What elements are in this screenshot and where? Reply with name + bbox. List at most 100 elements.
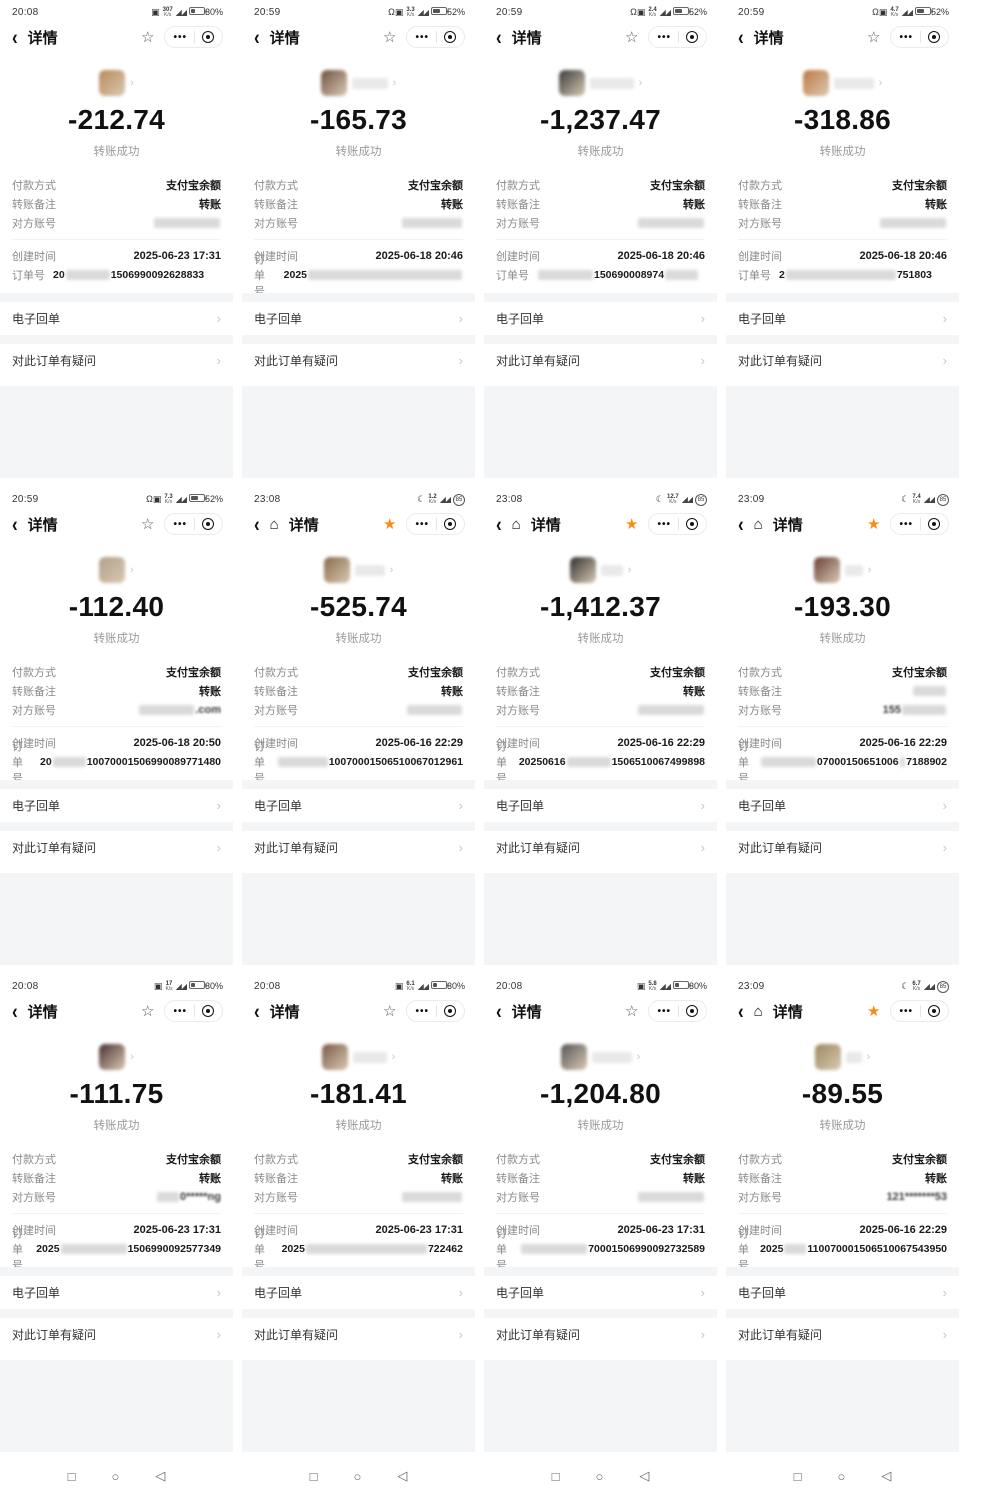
order-question-row[interactable]: 对此订单有疑问 › [0, 1318, 233, 1351]
payee-row[interactable]: › [242, 70, 475, 96]
favorite-star-icon[interactable]: ★ [383, 516, 397, 533]
home-icon[interactable]: ⌂ [753, 1002, 763, 1020]
favorite-star-icon[interactable]: ☆ [383, 29, 397, 46]
payee-row[interactable]: › [0, 557, 233, 583]
payee-row[interactable]: › [726, 1044, 959, 1070]
close-target-icon[interactable] [444, 31, 456, 43]
back-icon[interactable]: ‹ [12, 999, 18, 1023]
back-icon[interactable]: ‹ [254, 25, 260, 49]
e-receipt-row[interactable]: 电子回单 › [726, 1276, 959, 1309]
back-icon[interactable]: ‹ [254, 999, 260, 1023]
payee-row[interactable]: › [0, 1044, 233, 1070]
e-receipt-row[interactable]: 电子回单 › [726, 789, 959, 822]
back-button[interactable]: ◁ [639, 1468, 650, 1483]
favorite-star-icon[interactable]: ★ [867, 1003, 881, 1020]
favorite-star-icon[interactable]: ☆ [625, 1003, 639, 1020]
e-receipt-row[interactable]: 电子回单 › [242, 1276, 475, 1309]
recents-button[interactable]: □ [67, 1468, 76, 1484]
payee-row[interactable]: › [484, 1044, 717, 1070]
e-receipt-row[interactable]: 电子回单 › [0, 302, 233, 335]
home-icon[interactable]: ⌂ [269, 515, 279, 533]
back-button[interactable]: ◁ [397, 1468, 408, 1483]
more-menu-icon[interactable]: ••• [657, 31, 671, 43]
more-menu-icon[interactable]: ••• [415, 518, 429, 530]
home-button[interactable]: ○ [111, 1468, 120, 1484]
back-icon[interactable]: ‹ [496, 25, 502, 49]
back-icon[interactable]: ‹ [496, 999, 502, 1023]
back-icon[interactable]: ‹ [738, 999, 744, 1023]
more-menu-icon[interactable]: ••• [173, 518, 187, 530]
order-question-row[interactable]: 对此订单有疑问 › [484, 831, 717, 864]
favorite-star-icon[interactable]: ☆ [141, 1003, 155, 1020]
close-target-icon[interactable] [686, 1005, 698, 1017]
close-target-icon[interactable] [444, 1005, 456, 1017]
e-receipt-row[interactable]: 电子回单 › [484, 302, 717, 335]
home-button[interactable]: ○ [595, 1468, 604, 1484]
payee-row[interactable]: › [0, 70, 233, 96]
recents-button[interactable]: □ [309, 1468, 318, 1484]
order-question-row[interactable]: 对此订单有疑问 › [0, 344, 233, 377]
favorite-star-icon[interactable]: ☆ [867, 29, 881, 46]
back-button[interactable]: ◁ [881, 1468, 892, 1483]
more-menu-icon[interactable]: ••• [173, 1005, 187, 1017]
order-question-row[interactable]: 对此订单有疑问 › [242, 344, 475, 377]
favorite-star-icon[interactable]: ☆ [625, 29, 639, 46]
close-target-icon[interactable] [928, 518, 940, 530]
close-target-icon[interactable] [202, 518, 214, 530]
home-icon[interactable]: ⌂ [753, 515, 763, 533]
home-button[interactable]: ○ [353, 1468, 362, 1484]
close-target-icon[interactable] [928, 31, 940, 43]
close-target-icon[interactable] [202, 1005, 214, 1017]
more-menu-icon[interactable]: ••• [657, 1005, 671, 1017]
favorite-star-icon[interactable]: ☆ [383, 1003, 397, 1020]
more-menu-icon[interactable]: ••• [415, 1005, 429, 1017]
payee-row[interactable]: › [484, 557, 717, 583]
payee-row[interactable]: › [726, 70, 959, 96]
close-target-icon[interactable] [202, 31, 214, 43]
payee-row[interactable]: › [242, 557, 475, 583]
favorite-star-icon[interactable]: ★ [867, 516, 881, 533]
favorite-star-icon[interactable]: ☆ [141, 516, 155, 533]
e-receipt-row[interactable]: 电子回单 › [0, 1276, 233, 1309]
order-question-row[interactable]: 对此订单有疑问 › [484, 1318, 717, 1351]
back-icon[interactable]: ‹ [738, 512, 744, 536]
home-button[interactable]: ○ [837, 1468, 846, 1484]
e-receipt-row[interactable]: 电子回单 › [484, 1276, 717, 1309]
payee-row[interactable]: › [484, 70, 717, 96]
back-icon[interactable]: ‹ [738, 25, 744, 49]
close-target-icon[interactable] [686, 518, 698, 530]
favorite-star-icon[interactable]: ★ [625, 516, 639, 533]
order-question-row[interactable]: 对此订单有疑问 › [726, 344, 959, 377]
e-receipt-row[interactable]: 电子回单 › [242, 302, 475, 335]
back-button[interactable]: ◁ [155, 1468, 166, 1483]
order-question-row[interactable]: 对此订单有疑问 › [0, 831, 233, 864]
recents-button[interactable]: □ [793, 1468, 802, 1484]
favorite-star-icon[interactable]: ☆ [141, 29, 155, 46]
more-menu-icon[interactable]: ••• [173, 31, 187, 43]
close-target-icon[interactable] [686, 31, 698, 43]
order-question-row[interactable]: 对此订单有疑问 › [726, 831, 959, 864]
more-menu-icon[interactable]: ••• [415, 31, 429, 43]
order-question-row[interactable]: 对此订单有疑问 › [484, 344, 717, 377]
e-receipt-row[interactable]: 电子回单 › [242, 789, 475, 822]
payee-row[interactable]: › [242, 1044, 475, 1070]
more-menu-icon[interactable]: ••• [657, 518, 671, 530]
e-receipt-row[interactable]: 电子回单 › [484, 789, 717, 822]
more-menu-icon[interactable]: ••• [899, 31, 913, 43]
order-question-row[interactable]: 对此订单有疑问 › [242, 1318, 475, 1351]
back-icon[interactable]: ‹ [254, 512, 260, 536]
home-icon[interactable]: ⌂ [511, 515, 521, 533]
more-menu-icon[interactable]: ••• [899, 1005, 913, 1017]
more-menu-icon[interactable]: ••• [899, 518, 913, 530]
back-icon[interactable]: ‹ [12, 25, 18, 49]
order-question-row[interactable]: 对此订单有疑问 › [242, 831, 475, 864]
back-icon[interactable]: ‹ [12, 512, 18, 536]
close-target-icon[interactable] [444, 518, 456, 530]
close-target-icon[interactable] [928, 1005, 940, 1017]
back-icon[interactable]: ‹ [496, 512, 502, 536]
order-question-row[interactable]: 对此订单有疑问 › [726, 1318, 959, 1351]
recents-button[interactable]: □ [551, 1468, 560, 1484]
e-receipt-row[interactable]: 电子回单 › [0, 789, 233, 822]
payee-row[interactable]: › [726, 557, 959, 583]
e-receipt-row[interactable]: 电子回单 › [726, 302, 959, 335]
